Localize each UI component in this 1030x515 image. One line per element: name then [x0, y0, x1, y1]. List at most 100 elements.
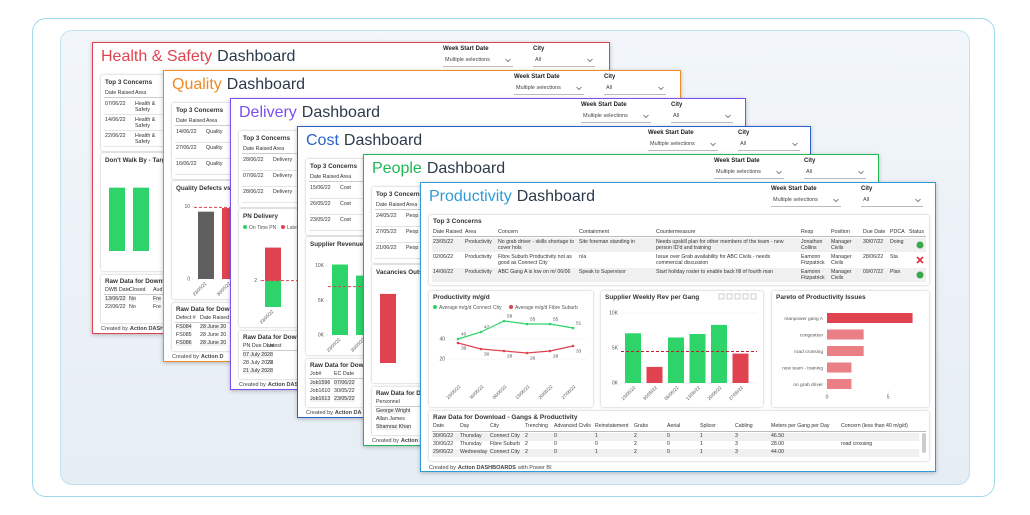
- dashboard-title: Productivity Dashboard: [429, 188, 595, 206]
- status-bad: [916, 256, 924, 264]
- card-title: Top 3 Concerns: [176, 107, 224, 114]
- chart-plot: [380, 293, 396, 363]
- title-word: Cost: [306, 132, 339, 149]
- filter-dropdown[interactable]: All: [604, 83, 666, 95]
- row-background: [432, 268, 926, 282]
- table-cell: 22/06/22: [105, 133, 126, 139]
- visual-toolbar: [718, 293, 757, 300]
- filter-dropdown[interactable]: All: [671, 111, 733, 123]
- filter-dropdown[interactable]: All: [533, 55, 595, 67]
- dashboard-title: People Dashboard: [372, 160, 505, 178]
- x-tick-label: 23/05/22: [445, 384, 461, 400]
- status-icon: [916, 241, 924, 249]
- table-cell: Manager Civils: [831, 269, 852, 281]
- filter-dropdown[interactable]: All: [804, 167, 866, 179]
- column-header: Position: [831, 229, 850, 235]
- table-cell: Fibre Suburb: [490, 441, 520, 447]
- table-cell: Plan: [890, 269, 901, 275]
- table-cell: 23/05/22: [334, 396, 355, 403]
- x-tick-label: 06/06/22: [491, 384, 507, 400]
- chevron-icon: [833, 198, 839, 203]
- filter-dropdown[interactable]: Multiple selections: [443, 55, 513, 67]
- filter-dropdown[interactable]: Multiple selections: [771, 195, 841, 207]
- x-tick-label: 23/05/22: [192, 281, 208, 297]
- table-cell: Quality: [206, 129, 223, 135]
- table-cell: Fre: [153, 304, 161, 310]
- footer-text: Action DASHB: [129, 326, 169, 332]
- data-label: 58: [507, 313, 513, 319]
- column-header: DWB Date: [105, 287, 131, 293]
- chevron: [776, 170, 782, 175]
- table-cell: 28.00: [771, 441, 784, 447]
- table-cell: Job1613: [310, 396, 331, 403]
- table-cell: No: [129, 296, 136, 303]
- chevron: [792, 142, 798, 147]
- filter-label: City: [604, 74, 616, 80]
- bar: [689, 334, 706, 383]
- bar: [109, 187, 125, 251]
- footer-text: Created by: [306, 410, 333, 416]
- filter-dropdown[interactable]: All: [738, 139, 800, 151]
- column-header: Area: [273, 146, 285, 152]
- filter-dropdown[interactable]: Multiple selections: [581, 111, 651, 123]
- table-cell: Jonathon Collins: [801, 239, 823, 251]
- filter-value: All: [606, 85, 613, 91]
- data-label: 26: [530, 355, 536, 361]
- title-suffix: Dashboard: [516, 188, 595, 205]
- dashboard-panel: Productivity Dashboard Week Start Date Mult…: [420, 182, 936, 472]
- filter-dropdown[interactable]: Multiple selections: [514, 83, 584, 95]
- line-point: [456, 341, 460, 345]
- chevron-icon: [792, 142, 798, 147]
- table-cell: n/a: [579, 254, 587, 260]
- dashboard-title: Health & Safety Dashboard: [101, 48, 295, 66]
- column-header: PN Due Date: [243, 343, 275, 349]
- table-cell: Health & Safety: [135, 117, 156, 129]
- filter-dropdown[interactable]: Multiple selections: [714, 167, 784, 179]
- table-cell: 28 June 20: [200, 332, 227, 338]
- column-header: Date Raised: [310, 174, 340, 180]
- line-series: [457, 342, 574, 354]
- title-suffix: Dashboard: [426, 160, 506, 177]
- filter-label: Week Start Date: [581, 102, 627, 108]
- chevron: [505, 58, 511, 63]
- card-title: Quality Defects vs: [176, 185, 231, 192]
- row-background: [432, 238, 926, 252]
- column-header: Aerial: [667, 423, 681, 429]
- y-tick-label: 2: [254, 278, 257, 284]
- chevron-icon: [710, 142, 716, 147]
- y-tick-label: 10K: [315, 263, 325, 269]
- toolbar-icon: [726, 293, 733, 300]
- column-header: Latest: [267, 343, 282, 349]
- bar: [646, 366, 663, 383]
- column-header: Area: [406, 202, 418, 208]
- title-word: Health & Safety: [101, 48, 213, 65]
- y-tick-label: 0K: [612, 380, 619, 386]
- table-cell: Quality: [206, 145, 223, 151]
- line-point: [548, 322, 552, 326]
- table-cell: Doing: [890, 239, 904, 245]
- chevron: [587, 58, 593, 63]
- filter-dropdown[interactable]: All: [861, 195, 923, 207]
- filter-dropdown[interactable]: Multiple selections: [648, 139, 718, 151]
- bar: [265, 247, 281, 281]
- x-tick-label: 5: [887, 394, 890, 400]
- table-cell: 2: [634, 433, 637, 439]
- data-label: 36: [461, 345, 467, 351]
- bar: [732, 353, 749, 383]
- legend-label: On Time PN: [249, 225, 277, 231]
- x-tick-label: 13/06/22: [514, 384, 530, 400]
- chevron: [725, 114, 731, 119]
- card-title: Raw Data for Down: [310, 362, 368, 369]
- data-label: 33: [576, 348, 582, 354]
- table-cell: 23/05/22: [433, 239, 454, 245]
- table-cell: 28/06/22: [243, 157, 264, 163]
- line-point: [525, 322, 529, 326]
- legend-marker: [509, 305, 513, 309]
- bar: [265, 280, 281, 307]
- bar: [711, 324, 727, 383]
- footer-text: Action D: [200, 354, 224, 360]
- table-cell: Eamonn Fitzpatrick: [801, 254, 825, 266]
- table-cell: 07/06/22: [334, 380, 355, 387]
- table-cell: Productivity: [465, 239, 492, 245]
- column-header: Defect #: [176, 315, 196, 321]
